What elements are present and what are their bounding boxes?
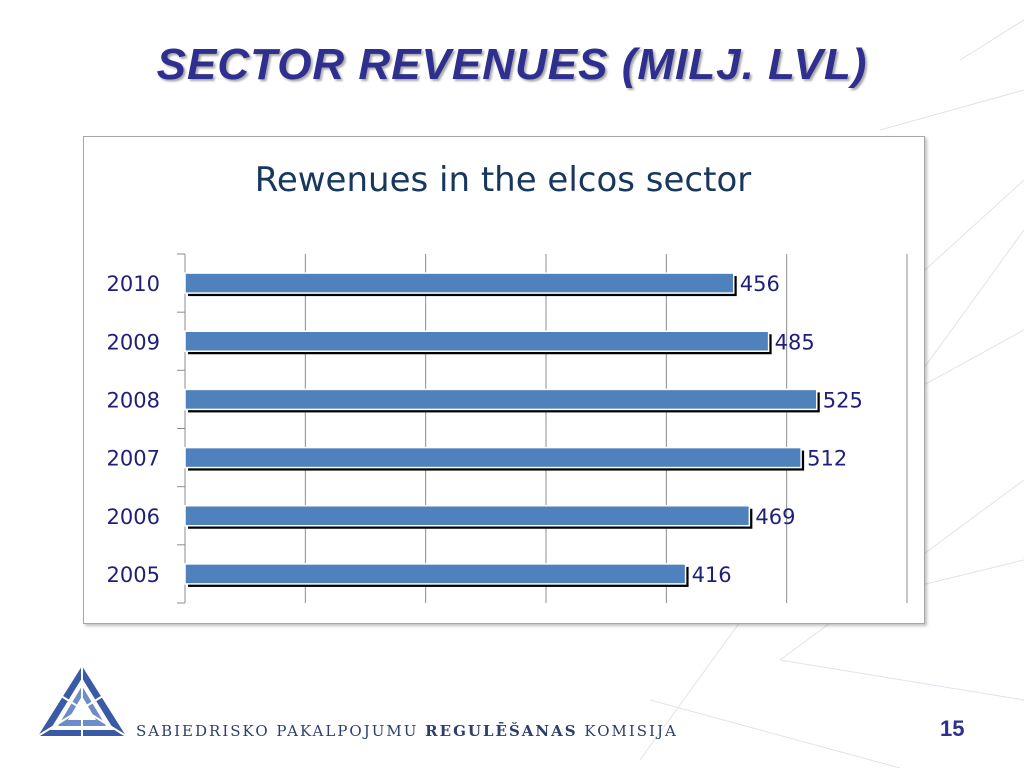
value-label: 485 bbox=[775, 330, 815, 354]
category-label: 2010 bbox=[107, 272, 160, 296]
category-label: 2009 bbox=[107, 330, 160, 354]
category-label: 2008 bbox=[107, 388, 160, 412]
bar bbox=[184, 563, 687, 585]
bar bbox=[184, 330, 770, 352]
triangle-logo-icon bbox=[37, 666, 127, 737]
org-name-part3: KOMISIJA bbox=[584, 722, 678, 740]
chart-title: Rewenues in the elcos sector bbox=[254, 160, 752, 200]
value-label: 512 bbox=[807, 447, 847, 471]
bar bbox=[184, 446, 802, 469]
org-name-part1: SABIEDRISKO PAKALPOJUMU bbox=[136, 722, 419, 740]
category-label: 2007 bbox=[107, 447, 160, 471]
org-name-part2: REGULĒŠANAS bbox=[425, 722, 578, 740]
category-label: 2006 bbox=[107, 505, 160, 529]
chart-frame bbox=[83, 136, 925, 624]
organization-name: SABIEDRISKO PAKALPOJUMU REGULĒŠANAS KOMI… bbox=[136, 722, 678, 740]
bar bbox=[184, 272, 735, 294]
bar bbox=[184, 388, 818, 411]
value-label: 416 bbox=[692, 563, 732, 587]
category-label: 2005 bbox=[107, 563, 160, 587]
bar bbox=[184, 505, 751, 527]
value-label: 525 bbox=[823, 388, 863, 412]
page-number: 15 bbox=[940, 716, 965, 741]
value-label: 456 bbox=[740, 272, 780, 296]
value-label: 469 bbox=[755, 505, 795, 529]
slide-title: SECTOR REVENUES (MILJ. LVL) bbox=[156, 40, 868, 89]
